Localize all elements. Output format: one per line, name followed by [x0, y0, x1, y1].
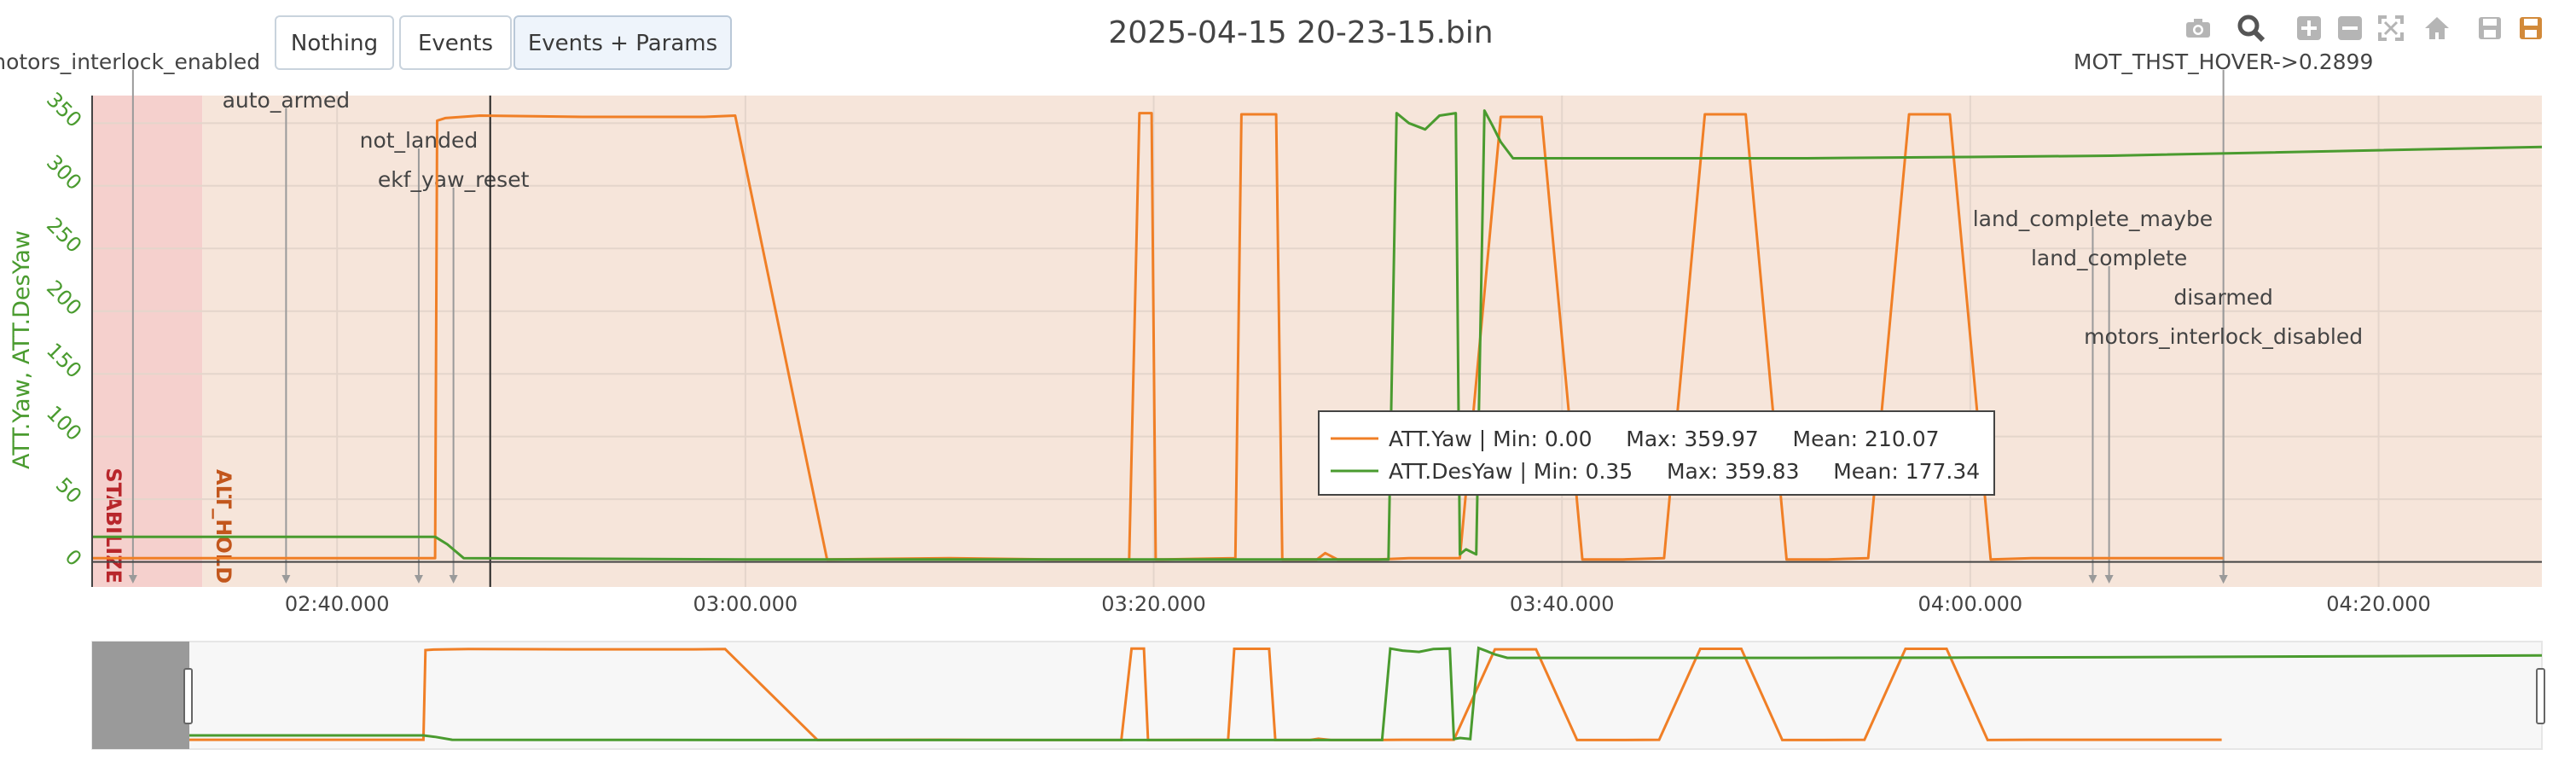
y-tick-label: 150 — [42, 339, 86, 383]
event-label: motors_interlock_enabled — [0, 49, 260, 74]
x-tick-label: 02:40.000 — [285, 592, 390, 616]
range-slider[interactable] — [91, 641, 2545, 750]
camera-icon[interactable] — [2184, 14, 2213, 43]
event-arrow — [2104, 575, 2114, 584]
x-tick-label: 04:00.000 — [1918, 592, 2023, 616]
mode-region-alt_hold — [202, 96, 2543, 587]
event-label: not_landed — [360, 128, 479, 153]
event-arrow — [281, 575, 291, 584]
x-tick-label: 03:00.000 — [693, 592, 798, 616]
zoom-out-icon[interactable] — [2335, 14, 2364, 43]
y-tick-label: 300 — [42, 150, 86, 195]
x-tick-label: 03:20.000 — [1101, 592, 1206, 616]
series-line-att-desyaw — [92, 109, 2543, 561]
y-tick-label: 100 — [42, 401, 86, 445]
events-button[interactable]: Events — [399, 15, 512, 70]
event-label: motors_interlock_disabled — [2084, 324, 2363, 349]
y-tick-label: 200 — [42, 276, 86, 320]
legend[interactable]: ATT.Yaw | Min: 0.00 Max: 359.97 Mean: 21… — [1318, 410, 1995, 496]
range-slider-series — [189, 646, 2543, 741]
event-markers: motors_interlock_enabled auto_armed not_la… — [0, 49, 2373, 587]
event-arrow — [449, 575, 458, 584]
autoscale-icon[interactable] — [2376, 14, 2405, 43]
event-label: ekf_yaw_reset — [378, 167, 530, 192]
mode-region-stabilize — [92, 96, 203, 587]
y-axis-label: ATT.Yaw, ATT.DesYaw — [9, 230, 35, 469]
legend-entry-yaw: ATT.Yaw | Min: 0.00 Max: 359.97 Mean: 21… — [1389, 427, 1940, 451]
zoom-icon[interactable] — [2237, 14, 2266, 43]
legend-entry-desyaw: ATT.DesYaw | Min: 0.35 Max: 359.83 Mean:… — [1389, 459, 1980, 484]
x-tick-label: 04:20.000 — [2326, 592, 2431, 616]
y-tick-label: 350 — [42, 88, 86, 132]
range-slider-mask — [92, 642, 189, 749]
nothing-button[interactable]: Nothing — [275, 15, 394, 70]
series-lines — [92, 109, 2543, 561]
event-label: land_complete_maybe — [1973, 206, 2213, 231]
event-arrow — [2088, 575, 2097, 584]
mode-regions: STABILIZE ALT_HOLD — [92, 96, 2543, 587]
event-label: land_complete — [2031, 246, 2187, 270]
event-label: auto_armed — [223, 88, 351, 113]
home-icon[interactable] — [2422, 14, 2451, 43]
x-tick-label: 03:40.000 — [1510, 592, 1615, 616]
event-arrow — [2219, 575, 2228, 584]
y-tick-label: 50 — [51, 473, 86, 508]
save-alt-icon[interactable] — [2516, 14, 2545, 43]
event-label: MOT_THST_HOVER->0.2899 — [2074, 49, 2373, 74]
legend-box — [1318, 410, 1995, 496]
y-tick-label: 0 — [61, 545, 87, 572]
events-params-button[interactable]: Events + Params — [513, 15, 732, 70]
range-slider-handle-left[interactable] — [183, 668, 193, 724]
mini-series-line-att-desyaw — [189, 646, 2543, 741]
mode-label-stabilize: STABILIZE — [102, 468, 125, 584]
event-arrow — [128, 575, 137, 584]
range-slider-track — [91, 641, 2543, 750]
y-tick-label: 250 — [42, 213, 86, 258]
event-arrow — [414, 575, 423, 584]
event-label: disarmed — [2173, 285, 2273, 310]
save-icon[interactable] — [2475, 14, 2504, 43]
zoom-in-icon[interactable] — [2295, 14, 2324, 43]
chart-title: 2025-04-15 20-23-15.bin — [1108, 15, 1494, 50]
range-slider-handle-right[interactable] — [2536, 668, 2545, 724]
mode-label-alt_hold: ALT_HOLD — [212, 469, 235, 584]
